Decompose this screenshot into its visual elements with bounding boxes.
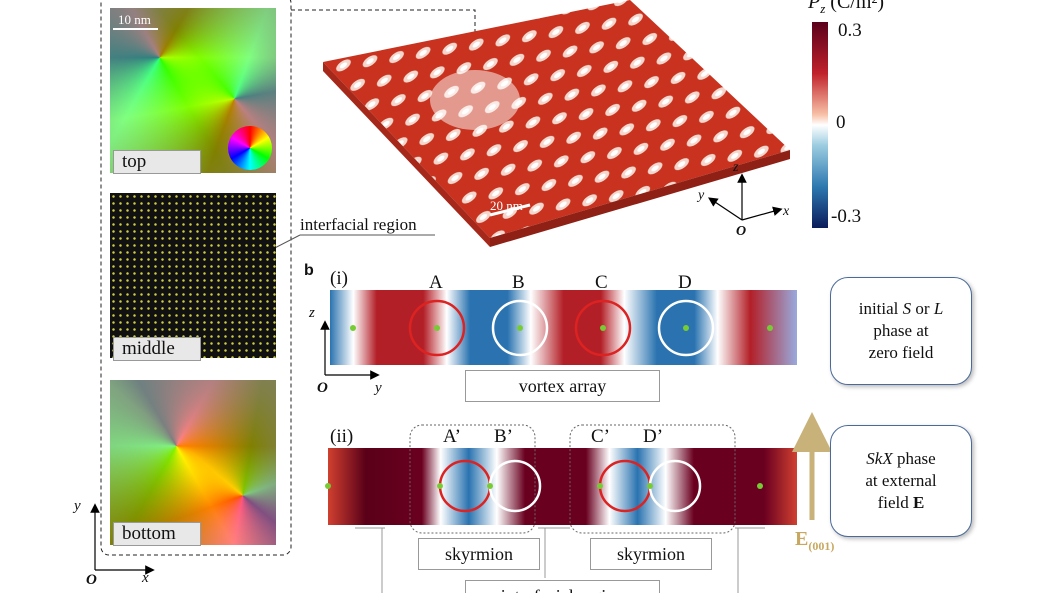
point-c-prime: C’ <box>591 426 610 447</box>
scale-bar-slab: 20 nm <box>490 198 523 213</box>
axis-origin-label: O <box>86 572 97 588</box>
point-c: C <box>595 272 608 293</box>
vortex-strip <box>330 290 797 365</box>
slab-axes <box>708 173 783 221</box>
bottom-layer-image <box>110 380 276 545</box>
top-layer-image <box>110 8 276 173</box>
colorbar-tick-max: 0.3 <box>838 20 862 41</box>
axis-y-label: y <box>74 498 81 514</box>
colorbar-tick-min: -0.3 <box>831 206 862 227</box>
interfacial-region-caption: interfacial region <box>465 580 660 593</box>
scale-bar-top: 10 nm <box>118 12 151 27</box>
point-b: B <box>512 272 525 293</box>
point-a-prime: A’ <box>443 426 461 447</box>
point-b-prime: B’ <box>494 426 513 447</box>
b-axis-z: z <box>309 305 315 321</box>
colorbar <box>812 22 828 228</box>
middle-layer-image <box>110 193 276 358</box>
slab-z: z <box>733 160 739 175</box>
b-axis-y: y <box>375 380 382 396</box>
row1-label: (i) <box>330 268 348 289</box>
dashed-frame <box>100 0 292 556</box>
point-d-prime: D’ <box>643 426 664 447</box>
label-top: top <box>113 150 201 174</box>
axis-x-label: x <box>142 570 149 586</box>
label-middle: middle <box>113 337 201 361</box>
panel-b-label: b <box>304 262 314 279</box>
skyrmion-caption-2: skyrmion <box>590 538 712 570</box>
skyrmion-caption-1: skyrmion <box>418 538 540 570</box>
color-wheel-legend <box>228 126 272 170</box>
slab-top <box>323 0 790 238</box>
magnified-region <box>430 70 520 130</box>
colorbar-title: Pz (C/m²) <box>808 0 885 16</box>
point-a: A <box>429 272 443 293</box>
slab-origin: O <box>736 224 747 239</box>
label-bottom: bottom <box>113 522 201 546</box>
interfacial-callout: interfacial region <box>300 215 417 234</box>
slab-x: x <box>783 204 790 219</box>
colorbar-tick-zero: 0 <box>836 112 846 133</box>
field-label: E(001) <box>795 528 835 553</box>
slab-y: y <box>698 188 705 203</box>
row2-description: SkX phase at external field E <box>830 425 972 537</box>
skyrmion-strip <box>328 448 797 525</box>
row2-label: (ii) <box>330 426 354 447</box>
b-axis-origin: O <box>317 380 328 396</box>
vortex-array-caption: vortex array <box>465 370 660 402</box>
point-d: D <box>678 272 692 293</box>
